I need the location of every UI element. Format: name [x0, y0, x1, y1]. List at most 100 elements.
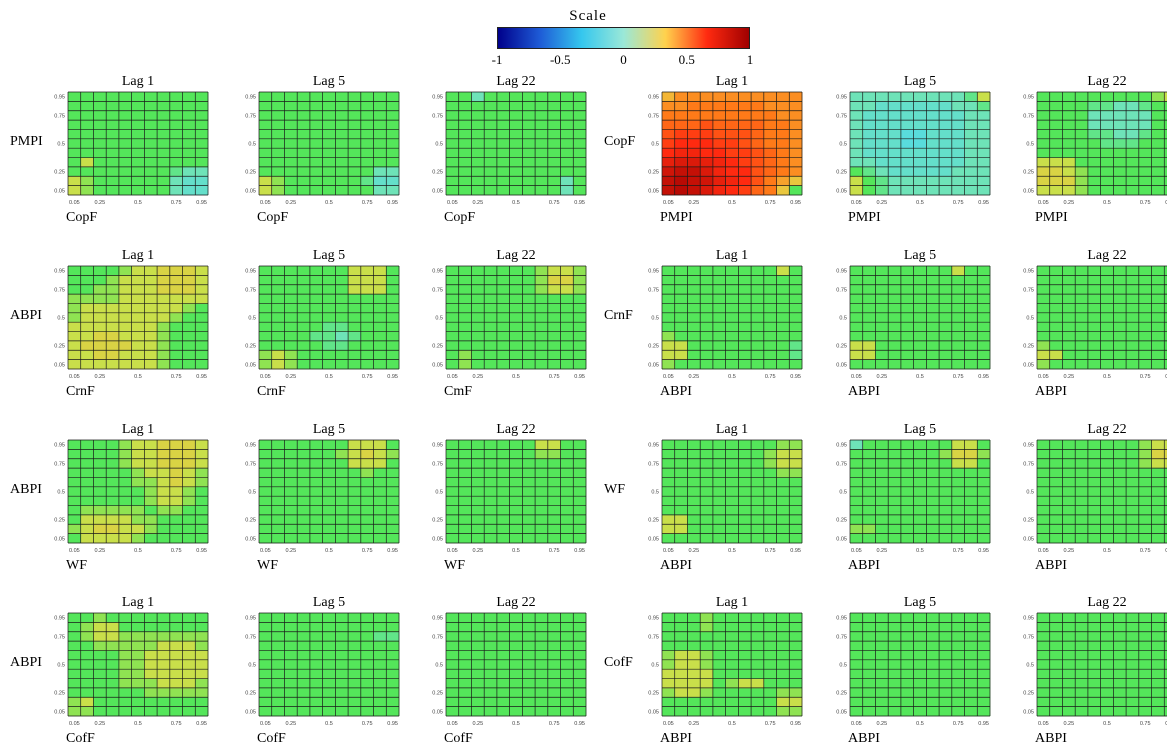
heatmap-cell: [1049, 524, 1063, 534]
heatmap-cell: [1100, 284, 1114, 295]
heatmap-cell: [913, 157, 927, 168]
heatmap-cell: [284, 486, 298, 497]
heatmap-cell: [118, 266, 132, 276]
heatmap-cell: [888, 514, 902, 525]
heatmap-cell: [373, 166, 387, 177]
panel-xlabel: ABPI: [848, 731, 880, 746]
heatmap-cell: [360, 697, 374, 707]
heatmap-cell: [560, 101, 574, 112]
heatmap-cell: [789, 148, 803, 158]
heatmap-cell: [977, 622, 991, 633]
heatmap-cell: [913, 477, 927, 488]
heatmap-cell: [144, 468, 158, 478]
heatmap-cell: [725, 284, 739, 295]
heatmap-cell: [888, 359, 902, 370]
heatmap-cell: [68, 486, 82, 497]
heatmap-cell: [322, 350, 336, 360]
heatmap-cell: [700, 185, 714, 196]
heatmap-cell: [712, 148, 726, 158]
heatmap-cell: [1037, 129, 1051, 140]
heatmap-cell: [560, 687, 574, 698]
heatmap-cell: [80, 120, 94, 130]
heatmap-cell: [259, 650, 273, 661]
heatmap-cell: [386, 275, 400, 286]
heatmap-cell: [939, 697, 953, 707]
heatmap-cell: [496, 440, 510, 450]
heatmap-cell: [763, 350, 777, 360]
heatmap-cell: [738, 266, 752, 276]
heatmap-cell: [259, 533, 273, 544]
heatmap-cell: [763, 613, 777, 623]
heatmap-cell: [118, 514, 132, 525]
heatmap-cell: [1100, 312, 1114, 323]
heatmap-cell: [900, 92, 914, 102]
heatmap-cell: [1075, 101, 1089, 112]
heatmap-cell: [674, 687, 688, 698]
heatmap-cell: [964, 669, 978, 679]
heatmap-cell: [259, 350, 273, 360]
heatmap-cell: [360, 92, 374, 102]
heatmap-cell: [335, 185, 349, 196]
heatmap-cell: [144, 166, 158, 177]
heatmap-cell: [738, 631, 752, 642]
heatmap-cell: [751, 340, 765, 351]
heatmap-cell: [68, 275, 82, 286]
panel-xlabel: ABPI: [1035, 558, 1067, 573]
heatmap-cell: [471, 477, 485, 488]
heatmap-cell: [573, 101, 587, 112]
heatmap-cell: [789, 641, 803, 651]
heatmap-cell: [169, 275, 183, 286]
heatmap-cell: [850, 496, 864, 506]
heatmap-cell: [522, 622, 536, 633]
heatmap-cell: [259, 157, 273, 168]
heatmap-cell: [1037, 101, 1051, 112]
x-tick-label: 0.25: [94, 721, 105, 727]
heatmap-cell: [509, 524, 523, 534]
heatmap-cell: [850, 449, 864, 460]
heatmap-cell: [118, 303, 132, 314]
heatmap-cell: [662, 359, 676, 370]
heatmap-cell: [458, 697, 472, 707]
heatmap-cell: [926, 524, 940, 534]
heatmap-cell: [926, 631, 940, 642]
heatmap-cell: [1037, 496, 1051, 506]
heatmap-cell: [373, 486, 387, 497]
heatmap-cell: [335, 641, 349, 651]
heatmap-cell: [725, 477, 739, 488]
heatmap-cell: [386, 266, 400, 276]
heatmap-cell: [348, 110, 362, 121]
x-tick-label: 0.05: [663, 200, 674, 206]
heatmap-cell: [259, 166, 273, 177]
heatmap-cell: [1113, 303, 1127, 314]
heatmap-cell: [458, 176, 472, 186]
x-tick-label: 0.95: [1165, 374, 1167, 380]
heatmap-cell: [662, 312, 676, 323]
heatmap-cell: [547, 659, 561, 670]
heatmap-cell: [1126, 294, 1140, 304]
heatmap-cell: [939, 138, 953, 149]
heatmap-cell: [888, 148, 902, 158]
heatmap-cell: [1075, 706, 1089, 717]
heatmap-cell: [1151, 697, 1165, 707]
heatmap-cell: [509, 650, 523, 661]
heatmap-cell: [1151, 166, 1165, 177]
heatmap-cell: [1151, 294, 1165, 304]
panel-title: Lag 22: [496, 74, 536, 89]
heatmap-cell: [977, 505, 991, 516]
heatmap-cell: [309, 622, 323, 633]
heatmap-cell: [900, 659, 914, 670]
panel-title: Lag 1: [715, 248, 749, 263]
heatmap-cell: [862, 440, 876, 450]
heatmap-cell: [484, 129, 498, 140]
heatmap-cell: [297, 120, 311, 130]
heatmap-cell: [1113, 275, 1127, 286]
panel-title: Lag 5: [312, 422, 346, 437]
heatmap-cell: [535, 524, 549, 534]
heatmap-cell: [106, 185, 120, 196]
heatmap-cell: [751, 477, 765, 488]
heatmap-cell: [888, 706, 902, 717]
heatmap-cell: [951, 129, 965, 140]
heatmap-cell: [573, 359, 587, 370]
